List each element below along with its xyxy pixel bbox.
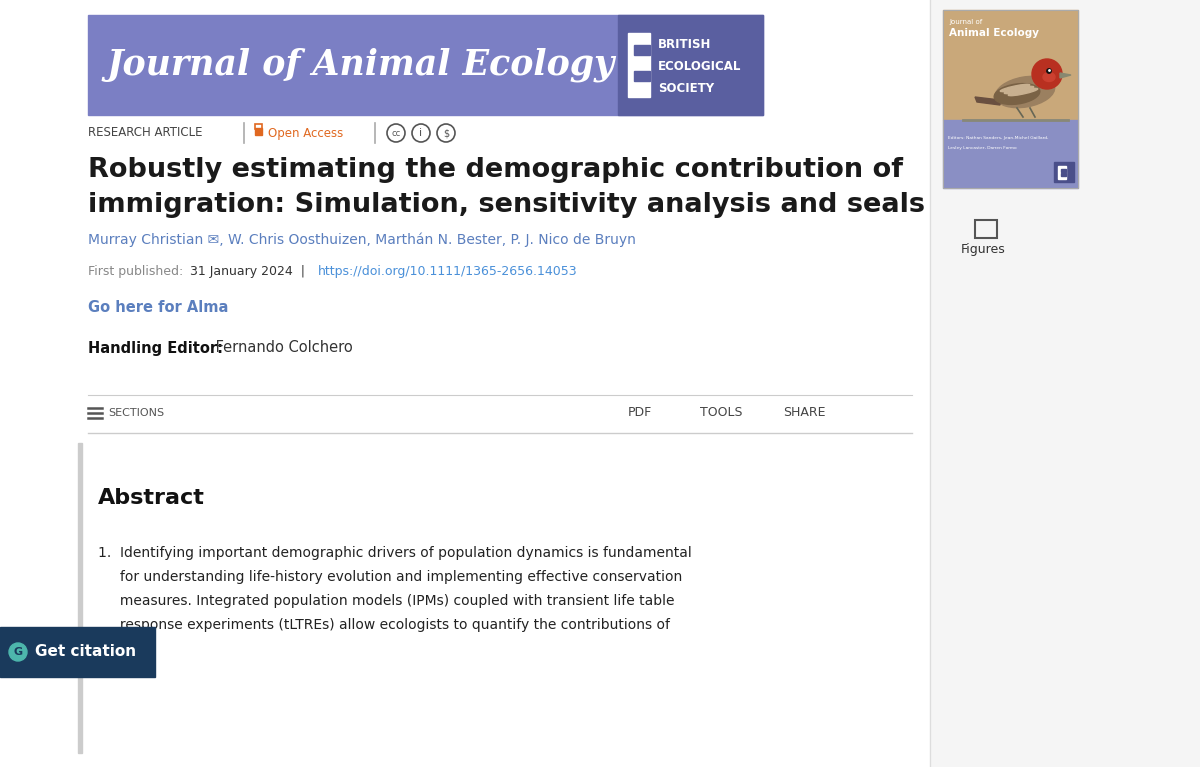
Polygon shape xyxy=(974,97,1000,105)
Text: BRITISH: BRITISH xyxy=(658,38,712,51)
Text: ECOLOGICAL: ECOLOGICAL xyxy=(658,61,742,74)
Polygon shape xyxy=(1060,73,1072,78)
Bar xyxy=(1054,162,1074,182)
Circle shape xyxy=(1032,59,1062,89)
Text: SECTIONS: SECTIONS xyxy=(108,408,164,418)
Bar xyxy=(78,443,82,753)
Bar xyxy=(634,71,650,81)
Text: for understanding life-history evolution and implementing effective conservation: for understanding life-history evolution… xyxy=(98,570,683,584)
Circle shape xyxy=(1049,70,1050,71)
Text: Handling Editor:: Handling Editor: xyxy=(88,341,223,355)
Bar xyxy=(1061,169,1066,172)
Text: Animal Ecology: Animal Ecology xyxy=(949,28,1039,38)
Text: First published:: First published: xyxy=(88,265,187,278)
Text: measures. Integrated population models (IPMs) coupled with transient life table: measures. Integrated population models (… xyxy=(98,594,674,608)
Ellipse shape xyxy=(1008,88,1038,96)
Text: 31 January 2024  |: 31 January 2024 | xyxy=(190,265,310,278)
Text: Murray Christian ✉, W. Chris Oosthuizen, Marthán N. Bester, P. J. Nico de Bruyn: Murray Christian ✉, W. Chris Oosthuizen,… xyxy=(88,232,636,247)
Bar xyxy=(1061,173,1066,176)
Text: Lesley Lancaster, Darren Formo: Lesley Lancaster, Darren Formo xyxy=(948,146,1016,150)
Text: Journal of Animal Ecology: Journal of Animal Ecology xyxy=(106,48,614,82)
Text: G: G xyxy=(13,647,23,657)
Bar xyxy=(943,120,1078,188)
Text: cc: cc xyxy=(391,129,401,137)
Text: TOOLS: TOOLS xyxy=(700,407,743,420)
Text: SOCIETY: SOCIETY xyxy=(658,83,714,96)
Bar xyxy=(0,627,155,677)
Text: $: $ xyxy=(443,128,449,138)
Bar xyxy=(0,0,930,767)
Bar xyxy=(634,45,650,55)
Text: response experiments (tLTREs) allow ecologists to quantify the contributions of: response experiments (tLTREs) allow ecol… xyxy=(98,618,670,632)
Bar xyxy=(972,223,994,241)
Bar xyxy=(256,124,262,129)
Circle shape xyxy=(1046,69,1051,73)
Ellipse shape xyxy=(1004,87,1033,94)
Text: Go here for Alma: Go here for Alma xyxy=(88,301,228,315)
Ellipse shape xyxy=(1001,84,1030,92)
Text: Robustly estimating the demographic contribution of: Robustly estimating the demographic cont… xyxy=(88,157,904,183)
Ellipse shape xyxy=(994,84,1040,104)
Text: immigration: Simulation, sensitivity analysis and seals: immigration: Simulation, sensitivity ana… xyxy=(88,192,925,218)
Bar xyxy=(943,10,1078,120)
Bar xyxy=(88,15,763,115)
Text: 1.  Identifying important demographic drivers of population dynamics is fundamen: 1. Identifying important demographic dri… xyxy=(98,546,691,560)
Circle shape xyxy=(10,643,28,661)
Text: Fernando Colchero: Fernando Colchero xyxy=(211,341,353,355)
Text: Get citation: Get citation xyxy=(35,644,136,660)
Text: Abstract: Abstract xyxy=(98,488,205,508)
Text: Figures: Figures xyxy=(961,243,1006,256)
Bar xyxy=(974,220,997,238)
Text: PDF: PDF xyxy=(628,407,653,420)
Bar xyxy=(930,0,1200,767)
Bar xyxy=(943,10,1078,188)
Text: Editors: Nathan Sanders, Jean-Michel Gaillard,: Editors: Nathan Sanders, Jean-Michel Gai… xyxy=(948,136,1049,140)
Ellipse shape xyxy=(1043,73,1055,81)
Text: Journal of: Journal of xyxy=(949,19,983,25)
Text: SHARE: SHARE xyxy=(784,407,826,420)
Bar xyxy=(628,33,650,97)
Text: i: i xyxy=(420,128,422,138)
Bar xyxy=(256,128,262,135)
Text: https://doi.org/10.1111/1365-2656.14053: https://doi.org/10.1111/1365-2656.14053 xyxy=(318,265,577,278)
Text: Open Access: Open Access xyxy=(268,127,343,140)
Bar xyxy=(1058,166,1066,179)
Text: RESEARCH ARTICLE: RESEARCH ARTICLE xyxy=(88,127,203,140)
Bar xyxy=(618,15,763,115)
Ellipse shape xyxy=(995,77,1055,107)
